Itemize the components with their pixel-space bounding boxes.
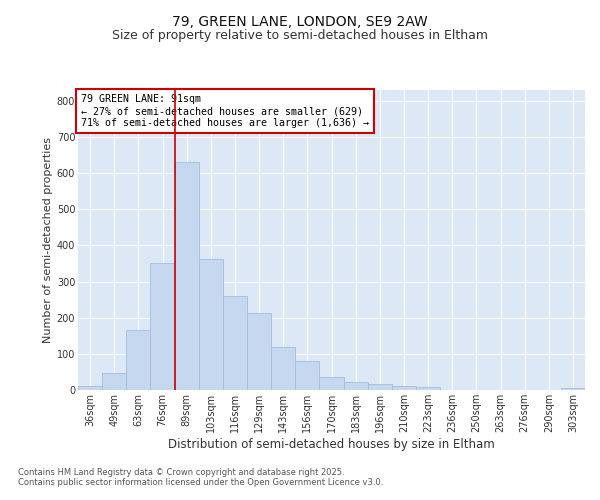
Bar <box>151 264 175 390</box>
Bar <box>344 382 368 390</box>
Bar <box>319 376 344 390</box>
Bar <box>126 330 151 390</box>
Text: 79, GREEN LANE, LONDON, SE9 2AW: 79, GREEN LANE, LONDON, SE9 2AW <box>172 16 428 30</box>
Text: Contains public sector information licensed under the Open Government Licence v3: Contains public sector information licen… <box>18 478 383 487</box>
Bar <box>223 296 247 390</box>
Bar <box>416 387 440 390</box>
Bar <box>78 386 102 390</box>
Bar <box>102 372 126 390</box>
Text: Contains HM Land Registry data © Crown copyright and database right 2025.: Contains HM Land Registry data © Crown c… <box>18 468 344 477</box>
Y-axis label: Number of semi-detached properties: Number of semi-detached properties <box>43 137 53 343</box>
Bar <box>561 388 585 390</box>
Bar <box>368 384 392 390</box>
Bar <box>392 386 416 390</box>
Text: Size of property relative to semi-detached houses in Eltham: Size of property relative to semi-detach… <box>112 28 488 42</box>
Text: 79 GREEN LANE: 91sqm
← 27% of semi-detached houses are smaller (629)
71% of semi: 79 GREEN LANE: 91sqm ← 27% of semi-detac… <box>80 94 368 128</box>
Bar <box>247 314 271 390</box>
Bar <box>295 361 319 390</box>
Bar <box>199 259 223 390</box>
Bar <box>271 346 295 390</box>
Bar <box>175 162 199 390</box>
X-axis label: Distribution of semi-detached houses by size in Eltham: Distribution of semi-detached houses by … <box>168 438 495 450</box>
